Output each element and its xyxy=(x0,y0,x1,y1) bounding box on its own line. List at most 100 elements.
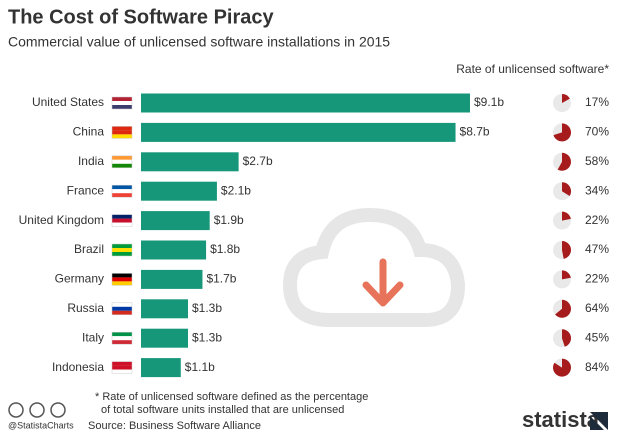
value-label: $1.1b xyxy=(185,360,215,374)
pie-wedge xyxy=(562,94,570,103)
rate-label: 17% xyxy=(585,95,609,109)
pie-wedge xyxy=(553,358,571,377)
category-label: India xyxy=(78,154,104,168)
pie-wedge xyxy=(553,123,571,142)
flag xyxy=(112,302,132,307)
bar xyxy=(141,358,181,378)
icon xyxy=(50,402,66,418)
category-label: Germany xyxy=(55,272,104,286)
category-label: Italy xyxy=(82,330,104,344)
flag-border xyxy=(111,126,133,139)
category-label: United States xyxy=(32,95,104,109)
value-label: $2.7b xyxy=(243,154,273,168)
rate-label: 45% xyxy=(585,330,609,344)
rate-label: 70% xyxy=(585,125,609,139)
bar xyxy=(141,299,188,319)
flag-border xyxy=(111,155,133,169)
flag xyxy=(112,159,132,164)
flag xyxy=(112,218,132,223)
flag-border xyxy=(111,243,133,257)
value-label: $1.3b xyxy=(192,330,222,344)
source: Source: Business Software Alliance xyxy=(88,420,261,432)
rate-label: 47% xyxy=(585,242,609,256)
flag-border xyxy=(111,96,133,110)
flag-border xyxy=(111,214,133,227)
rate-label: 58% xyxy=(585,154,609,168)
rate-header: Rate of unlicensed software* xyxy=(456,62,609,76)
flag xyxy=(112,155,132,160)
icon xyxy=(29,402,45,418)
flag xyxy=(112,214,132,219)
category-label: China xyxy=(73,125,105,139)
flag xyxy=(112,332,132,337)
bar xyxy=(141,269,203,289)
flag xyxy=(112,310,132,315)
value-label: $9.1b xyxy=(474,95,504,109)
pie-wedge xyxy=(562,211,571,221)
bar xyxy=(141,93,470,113)
bar xyxy=(141,328,188,348)
value-label: $8.7b xyxy=(460,125,490,139)
flag xyxy=(112,336,132,341)
footnote: of total software units installed that a… xyxy=(101,404,344,416)
flag xyxy=(112,281,132,286)
flag xyxy=(112,369,132,374)
bar xyxy=(141,240,207,260)
flag-border xyxy=(111,331,133,345)
cloud-icon xyxy=(282,207,466,327)
flag-border xyxy=(111,273,133,286)
bar xyxy=(141,211,210,231)
credit: @StatistaCharts xyxy=(8,420,74,430)
pie-wedge xyxy=(562,241,571,259)
footnote: * Rate of unlicensed software defined as… xyxy=(95,391,368,403)
category-label: Brazil xyxy=(74,242,104,256)
flag xyxy=(112,185,132,190)
subtitle: Commercial value of unlicensed software … xyxy=(8,34,390,50)
flag xyxy=(112,222,132,227)
flag xyxy=(112,134,132,139)
flag xyxy=(112,126,132,131)
flag xyxy=(112,193,132,198)
rate-label: 22% xyxy=(585,272,609,286)
flag xyxy=(112,273,132,278)
category-label: France xyxy=(67,183,105,197)
flag xyxy=(112,252,132,256)
flag xyxy=(112,365,132,370)
flag-border xyxy=(111,302,133,316)
rate-label: 22% xyxy=(585,213,609,227)
arrow xyxy=(362,258,404,307)
brand: statista xyxy=(522,407,600,432)
flag xyxy=(112,105,132,109)
flag xyxy=(112,340,132,345)
flag-border xyxy=(111,361,133,374)
flag xyxy=(112,189,132,194)
bar xyxy=(141,122,456,142)
rate-label: 64% xyxy=(585,301,609,315)
flag xyxy=(112,306,132,311)
flag-border xyxy=(111,184,133,198)
rate-label: 34% xyxy=(585,183,609,197)
flag xyxy=(112,248,132,252)
flag xyxy=(112,163,132,168)
cloud xyxy=(282,207,466,327)
pie-wedge xyxy=(562,270,571,280)
value-label: $1.9b xyxy=(214,213,244,227)
value-label: $2.1b xyxy=(221,183,251,197)
category-label: Indonesia xyxy=(52,360,104,374)
cc-icons xyxy=(8,402,66,418)
flag xyxy=(112,277,132,282)
pie-wedge xyxy=(557,152,571,171)
value-label: $1.8b xyxy=(210,242,240,256)
pie-wedge xyxy=(555,299,571,318)
value-label: $1.7b xyxy=(206,272,236,286)
icon xyxy=(8,402,24,418)
category-label: United Kingdom xyxy=(19,213,104,227)
pie-wedge xyxy=(562,182,571,197)
chart-title: The Cost of Software Piracy xyxy=(8,6,274,28)
value-label: $1.3b xyxy=(192,301,222,315)
flag xyxy=(112,244,132,248)
flag xyxy=(112,361,132,366)
pie-wedge xyxy=(562,329,572,347)
